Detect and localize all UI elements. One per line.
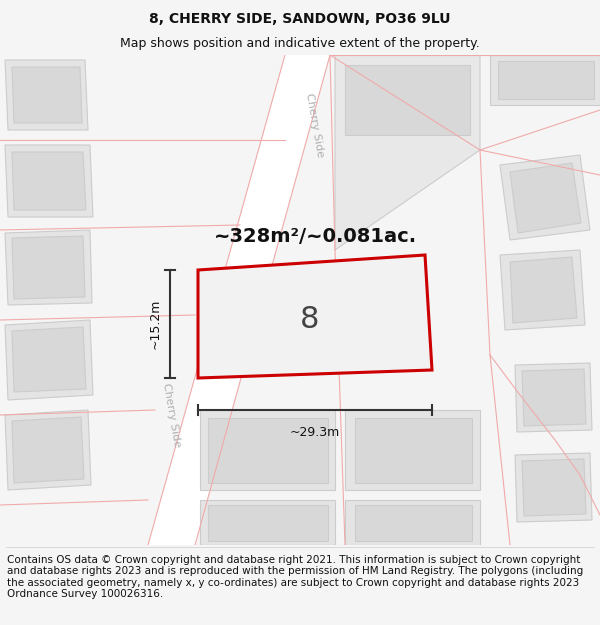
Polygon shape <box>510 257 577 323</box>
Polygon shape <box>12 327 86 392</box>
Text: 8: 8 <box>300 306 320 334</box>
Text: Cherry Side: Cherry Side <box>304 92 326 158</box>
Polygon shape <box>5 410 91 490</box>
Polygon shape <box>148 55 330 545</box>
Polygon shape <box>335 55 480 250</box>
Polygon shape <box>345 410 480 490</box>
Text: Cherry Side: Cherry Side <box>161 382 182 448</box>
Polygon shape <box>5 320 93 400</box>
Polygon shape <box>198 255 432 378</box>
Polygon shape <box>510 163 581 233</box>
Polygon shape <box>345 500 480 545</box>
Polygon shape <box>355 505 472 541</box>
Polygon shape <box>522 369 586 426</box>
Polygon shape <box>522 459 586 516</box>
Text: 8, CHERRY SIDE, SANDOWN, PO36 9LU: 8, CHERRY SIDE, SANDOWN, PO36 9LU <box>149 12 451 26</box>
Polygon shape <box>12 236 85 299</box>
Text: Contains OS data © Crown copyright and database right 2021. This information is : Contains OS data © Crown copyright and d… <box>7 554 583 599</box>
Polygon shape <box>490 55 600 105</box>
Polygon shape <box>5 60 88 130</box>
Polygon shape <box>355 418 472 483</box>
Polygon shape <box>208 418 328 483</box>
Polygon shape <box>208 505 328 541</box>
Polygon shape <box>500 155 590 240</box>
Polygon shape <box>5 230 92 305</box>
Polygon shape <box>12 67 82 123</box>
Polygon shape <box>200 500 335 545</box>
Polygon shape <box>500 250 585 330</box>
Text: ~15.2m: ~15.2m <box>149 299 161 349</box>
Polygon shape <box>12 152 86 210</box>
Polygon shape <box>515 453 592 522</box>
Text: Map shows position and indicative extent of the property.: Map shows position and indicative extent… <box>120 38 480 51</box>
Polygon shape <box>515 363 592 432</box>
Polygon shape <box>5 145 93 217</box>
Text: ~328m²/~0.081ac.: ~328m²/~0.081ac. <box>214 228 416 246</box>
Text: ~29.3m: ~29.3m <box>290 426 340 439</box>
Polygon shape <box>200 410 335 490</box>
Polygon shape <box>345 65 470 135</box>
Polygon shape <box>498 61 594 99</box>
Polygon shape <box>12 417 84 483</box>
